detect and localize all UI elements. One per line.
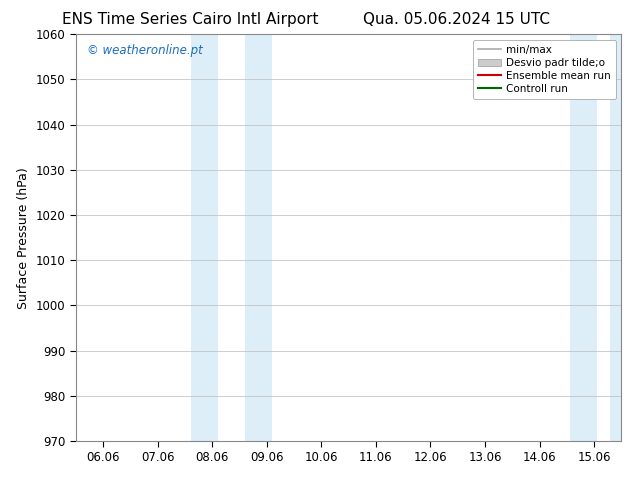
Text: ENS Time Series Cairo Intl Airport: ENS Time Series Cairo Intl Airport — [62, 12, 318, 27]
Bar — [191, 34, 218, 441]
Bar — [611, 34, 624, 441]
Y-axis label: Surface Pressure (hPa): Surface Pressure (hPa) — [17, 167, 30, 309]
Bar — [245, 34, 273, 441]
Text: © weatheronline.pt: © weatheronline.pt — [87, 45, 203, 57]
Text: Qua. 05.06.2024 15 UTC: Qua. 05.06.2024 15 UTC — [363, 12, 550, 27]
Legend: min/max, Desvio padr tilde;o, Ensemble mean run, Controll run: min/max, Desvio padr tilde;o, Ensemble m… — [473, 40, 616, 99]
Bar — [569, 34, 597, 441]
